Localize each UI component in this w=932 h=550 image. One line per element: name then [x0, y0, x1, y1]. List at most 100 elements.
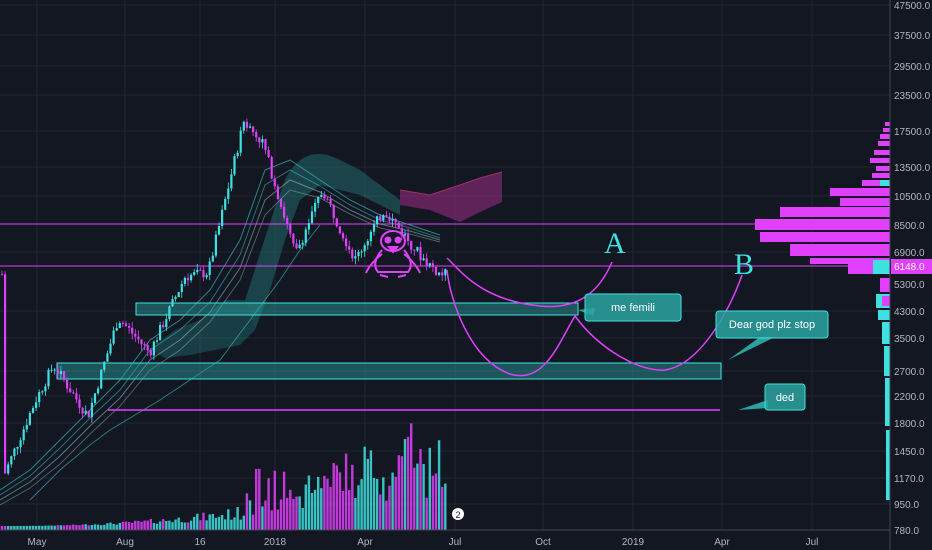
volume-bar: [326, 478, 329, 530]
candle-body: [140, 339, 143, 345]
y-tick: 1800.0: [894, 419, 925, 430]
volume-bar: [121, 521, 125, 530]
volume-bar: [267, 478, 270, 530]
volume-bar: [245, 493, 249, 530]
candle-body: [410, 241, 413, 250]
candle-body: [174, 296, 177, 300]
volume-bar: [165, 521, 168, 530]
volume-bar: [400, 456, 404, 530]
candle-body: [444, 268, 447, 276]
candle-body: [428, 263, 431, 267]
y-axis-labels: 47500.0 37500.0 29500.0 23500.0 17500.0 …: [894, 1, 931, 537]
volume-bar: [310, 492, 314, 530]
candle-body: [264, 139, 267, 151]
x-tick: 2019: [622, 537, 645, 548]
volume-bar: [282, 471, 286, 530]
candle-body: [357, 251, 360, 257]
candle-body: [248, 126, 252, 128]
y-tick: 5300.0: [894, 280, 925, 291]
volume-bar: [100, 525, 103, 530]
volume-bar: [295, 496, 298, 530]
candle-body: [379, 216, 382, 221]
candle-body: [326, 198, 329, 200]
candle-body: [385, 215, 388, 217]
candle-body: [112, 330, 115, 344]
volume-bar: [394, 476, 397, 530]
volume-bar: [25, 525, 28, 530]
candle-body: [56, 369, 59, 375]
candle-body: [394, 218, 397, 223]
y-tick: 10500.0: [894, 192, 931, 203]
support-zone-lower: [56, 362, 722, 380]
current-price-tag: [891, 259, 932, 274]
volume-bar: [16, 525, 19, 530]
candle-body: [422, 258, 425, 261]
candle-body: [128, 325, 131, 328]
candle-body: [10, 456, 13, 465]
volume-bar: [10, 525, 13, 530]
candle-body: [372, 224, 376, 232]
candle-body: [419, 247, 422, 261]
candle-body: [413, 249, 416, 251]
candle-body: [202, 270, 205, 278]
support-zone-upper: [135, 302, 579, 316]
volume-bar: [348, 489, 351, 530]
callout-dear-god-text: Dear god plz stop: [729, 319, 815, 331]
candle-body: [7, 464, 10, 474]
candle-body: [292, 233, 295, 244]
candle-body: [286, 217, 289, 225]
volume-bar: [62, 525, 66, 530]
candle-body: [90, 402, 93, 418]
volume-bar: [251, 514, 255, 530]
volume-bar: [31, 525, 35, 530]
candle-body: [47, 369, 50, 387]
candle-body: [87, 410, 90, 418]
candle-body: [301, 242, 304, 245]
volume-bar: [416, 463, 419, 530]
volume-bar: [28, 525, 32, 530]
candle-body: [109, 343, 112, 354]
volume-bar: [357, 485, 360, 530]
volume-bar: [47, 525, 50, 530]
y-tick: 950.0: [894, 500, 919, 511]
volume-bar: [180, 522, 183, 530]
x-tick: Apr: [357, 537, 373, 548]
volume-bar: [317, 476, 320, 530]
candle-body: [31, 407, 35, 414]
volume-bar: [177, 517, 180, 530]
y-tick: 1450.0: [894, 447, 925, 458]
volume-badge-text: 2: [455, 510, 460, 520]
volume-bar: [205, 520, 208, 530]
callout-ded-text: ded: [776, 392, 794, 404]
penguin-icon: [365, 230, 421, 278]
candle-body: [134, 333, 137, 337]
candle-body: [227, 188, 230, 199]
volume-bar: [258, 468, 261, 530]
grid-horizontal: [0, 4, 890, 505]
volume-bar: [53, 525, 56, 530]
volume-bar: [338, 472, 342, 530]
volume-bar: [217, 516, 221, 530]
candle-body: [4, 274, 7, 474]
volume-bar: [69, 525, 72, 530]
candle-body: [81, 407, 84, 414]
candle-body: [438, 272, 441, 275]
volume-bar: [168, 520, 171, 530]
y-tick: 1170.0: [894, 474, 924, 485]
candle-body: [304, 229, 307, 243]
candle-body: [329, 199, 332, 205]
volume-bar: [354, 497, 357, 530]
volume-bar: [320, 488, 323, 530]
candle-body: [35, 402, 38, 408]
volume-bar: [422, 463, 425, 530]
volume-bar: [19, 525, 22, 530]
candle-body: [289, 224, 292, 234]
candle-body: [403, 234, 407, 236]
candle-body: [38, 391, 41, 403]
volume-bar: [239, 519, 242, 530]
candle-body: [168, 306, 171, 320]
candle-body: [208, 261, 211, 276]
x-tick: Jul: [449, 537, 462, 548]
volume-bar: [304, 484, 307, 530]
